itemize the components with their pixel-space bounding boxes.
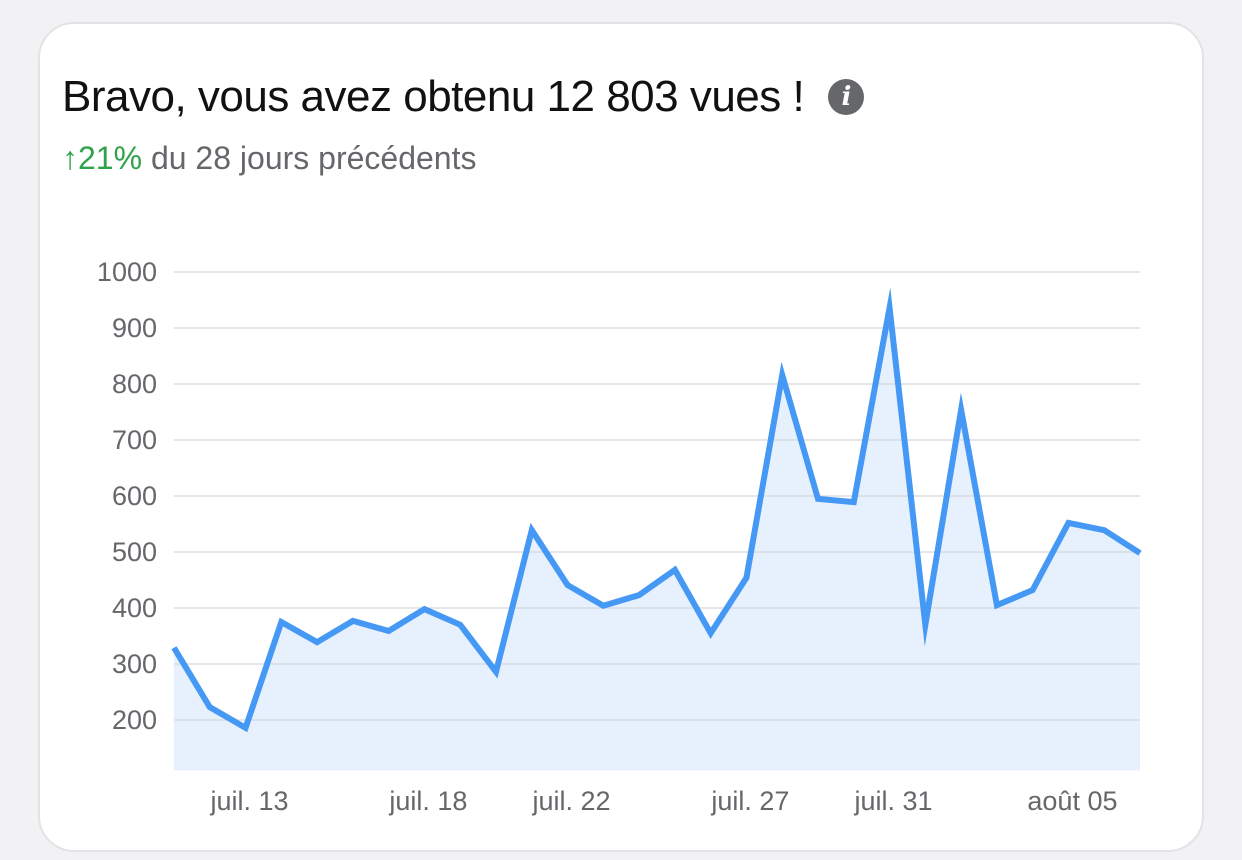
change-suffix: du 28 jours précédents: [142, 140, 477, 176]
x-tick-label: juil. 22: [532, 786, 611, 816]
x-tick-label: juil. 31: [854, 786, 933, 816]
y-tick-label: 600: [112, 481, 157, 511]
x-tick-label: août 05: [1027, 786, 1117, 816]
y-tick-label: 300: [112, 649, 157, 679]
info-icon[interactable]: i: [828, 79, 865, 115]
y-tick-label: 500: [112, 537, 157, 567]
x-tick-label: juil. 27: [710, 786, 789, 816]
comparison-text: ↑21% du 28 jours précédents: [62, 140, 476, 177]
y-tick-label: 700: [112, 425, 157, 455]
y-tick-label: 400: [112, 593, 157, 623]
y-tick-label: 200: [112, 705, 157, 735]
x-tick-label: juil. 13: [210, 786, 289, 816]
card-title: Bravo, vous avez obtenu 12 803 vues ! i: [62, 72, 865, 122]
y-tick-label: 900: [112, 313, 157, 343]
y-tick-label: 1000: [97, 257, 157, 287]
views-line: [171, 287, 1142, 733]
change-percent: ↑21%: [62, 140, 143, 176]
title-text: Bravo, vous avez obtenu 12 803 vues !: [62, 72, 805, 121]
x-tick-label: juil. 18: [388, 786, 467, 816]
area-fill: [174, 307, 1140, 771]
y-tick-label: 800: [112, 369, 157, 399]
